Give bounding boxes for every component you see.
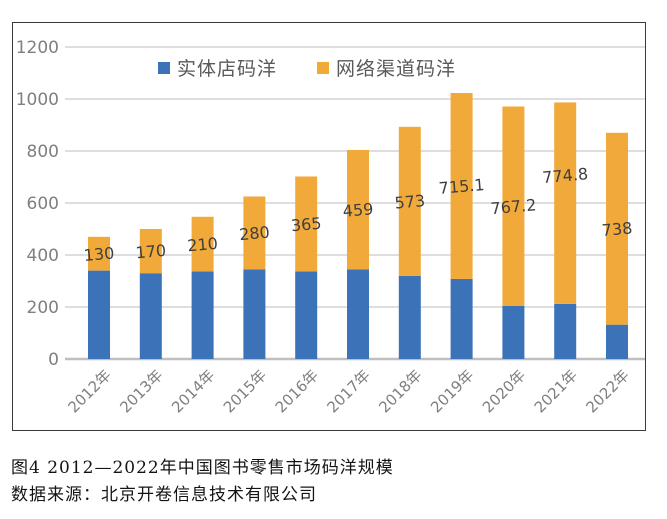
data-label: 715.1 xyxy=(438,175,485,198)
bar-segment-physical-store xyxy=(554,303,577,359)
legend-label-online-channel: 网络渠道码洋 xyxy=(336,58,457,80)
x-axis-category-label: 2017年 xyxy=(323,366,373,416)
x-axis-category-label: 2020年 xyxy=(479,366,529,416)
data-label: 130 xyxy=(83,243,115,265)
bar-segment-online-channel xyxy=(295,176,318,272)
bar-segment-physical-store xyxy=(295,271,318,359)
x-axis-category-label: 2019年 xyxy=(427,366,477,416)
y-axis-tick-label: 400 xyxy=(27,246,59,266)
bar-segment-physical-store xyxy=(450,278,473,359)
y-axis-tick-label: 800 xyxy=(27,142,59,162)
bar-segment-physical-store xyxy=(502,305,525,359)
x-axis-category-label: 2013年 xyxy=(116,366,166,416)
bar-segment-online-channel xyxy=(606,132,628,325)
bar-segment-physical-store xyxy=(606,324,628,359)
bar-segment-online-channel xyxy=(450,92,473,279)
legend-item-online-channel: 网络渠道码洋 xyxy=(317,54,456,81)
x-axis-category-label: 2014年 xyxy=(168,366,218,416)
data-label: 210 xyxy=(187,234,219,256)
legend-item-physical-store: 实体店码洋 xyxy=(158,54,277,81)
data-label: 365 xyxy=(290,214,322,236)
bar-segment-online-channel xyxy=(502,106,525,306)
figure-caption-title: 图4 2012—2022年中国图书零售市场码洋规模 xyxy=(11,458,394,478)
y-axis-tick-label: 200 xyxy=(27,298,59,318)
x-axis-category-label: 2012年 xyxy=(64,366,114,416)
legend-swatch-physical-store-icon xyxy=(158,61,170,74)
data-label: 459 xyxy=(342,199,374,221)
legend-swatch-online-channel-icon xyxy=(317,61,330,74)
figure-caption-source: 数据来源：北京开卷信息技术有限公司 xyxy=(11,485,317,505)
bar-segment-physical-store xyxy=(139,273,162,359)
bar-segment-online-channel xyxy=(398,126,421,276)
x-axis-category-label: 2016年 xyxy=(272,366,322,416)
x-axis-category-label: 2022年 xyxy=(582,366,632,416)
y-axis-tick-label: 600 xyxy=(27,194,59,214)
bar-segment-physical-store xyxy=(347,269,369,359)
y-axis-tick-label: 1200 xyxy=(16,38,59,58)
bar-segment-online-channel xyxy=(191,216,214,272)
chart-frame xyxy=(12,22,646,431)
bar-segment-online-channel xyxy=(88,236,110,271)
x-axis-category-label: 2018年 xyxy=(375,366,425,416)
data-label: 573 xyxy=(394,191,426,213)
x-axis-category-label: 2015年 xyxy=(220,366,270,416)
bar-segment-physical-store xyxy=(398,275,421,359)
bar-segment-online-channel xyxy=(554,102,577,304)
bar-segment-online-channel xyxy=(347,149,369,270)
data-label: 767.2 xyxy=(490,195,537,218)
y-axis-tick-label: 1000 xyxy=(16,90,59,110)
stacked-bar-chart: 0 200 400 600 800 1000 1200 130 2012年 170 2013年 210… xyxy=(16,38,645,416)
bar-segment-physical-store xyxy=(243,269,266,359)
y-axis-tick-label: 0 xyxy=(48,350,59,370)
bar-segment-physical-store xyxy=(88,270,110,359)
data-label: 170 xyxy=(135,241,167,263)
data-label: 774.8 xyxy=(542,164,589,187)
chart-legend: 实体店码洋 网络渠道码洋 xyxy=(158,54,456,81)
x-axis-category-label: 2021年 xyxy=(531,366,581,416)
legend-label-physical-store: 实体店码洋 xyxy=(177,58,278,80)
data-label: 738 xyxy=(601,218,633,240)
bar-segment-online-channel xyxy=(139,229,162,274)
bar-segment-online-channel xyxy=(243,196,266,270)
figure-caption: 图4 2012—2022年中国图书零售市场码洋规模 数据来源：北京开卷信息技术有… xyxy=(11,455,661,509)
data-label: 280 xyxy=(238,223,270,245)
bar-segment-physical-store xyxy=(191,271,214,359)
